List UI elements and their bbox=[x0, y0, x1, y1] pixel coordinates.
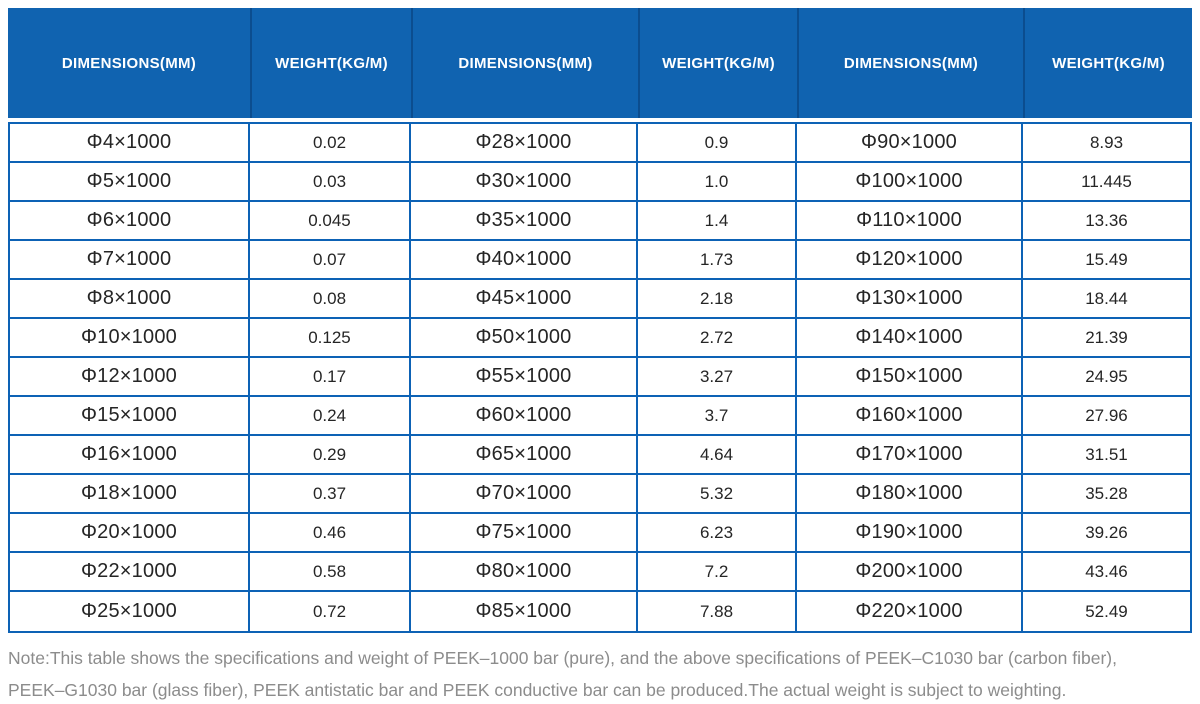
dimension-cell: Φ16×1000 bbox=[10, 436, 250, 475]
weight-cell: 13.36 bbox=[1023, 202, 1190, 241]
weight-cell: 3.7 bbox=[638, 397, 797, 436]
weight-cell: 8.93 bbox=[1023, 124, 1190, 163]
weight-cell: 1.0 bbox=[638, 163, 797, 202]
table-header: DIMENSIONS(MM) WEIGHT(KG/M) DIMENSIONS(M… bbox=[8, 8, 1192, 118]
dimension-cell: Φ50×1000 bbox=[411, 319, 638, 358]
weight-cell: 43.46 bbox=[1023, 553, 1190, 592]
dimension-cell: Φ150×1000 bbox=[797, 358, 1023, 397]
weight-cell: 24.95 bbox=[1023, 358, 1190, 397]
weight-cell: 39.26 bbox=[1023, 514, 1190, 553]
dimension-cell: Φ100×1000 bbox=[797, 163, 1023, 202]
weight-cell: 27.96 bbox=[1023, 397, 1190, 436]
dimension-cell: Φ170×1000 bbox=[797, 436, 1023, 475]
header-dimensions-col1: DIMENSIONS(MM) bbox=[61, 54, 197, 72]
weight-cell: 0.17 bbox=[250, 358, 411, 397]
weight-cell: 7.2 bbox=[638, 553, 797, 592]
dimension-cell: Φ20×1000 bbox=[10, 514, 250, 553]
header-weight-col2: WEIGHT(KG/M) bbox=[638, 8, 797, 118]
weight-cell: 4.64 bbox=[638, 436, 797, 475]
weight-cell: 0.24 bbox=[250, 397, 411, 436]
dimension-cell: Φ200×1000 bbox=[797, 553, 1023, 592]
dimension-cell: Φ22×1000 bbox=[10, 553, 250, 592]
dimension-cell: Φ90×1000 bbox=[797, 124, 1023, 163]
weight-cell: 0.58 bbox=[250, 553, 411, 592]
weight-cell: 0.08 bbox=[250, 280, 411, 319]
weight-cell: 0.37 bbox=[250, 475, 411, 514]
dimension-cell: Φ110×1000 bbox=[797, 202, 1023, 241]
weight-cell: 7.88 bbox=[638, 592, 797, 631]
weight-cell: 15.49 bbox=[1023, 241, 1190, 280]
weight-cell: 6.23 bbox=[638, 514, 797, 553]
dimension-cell: Φ65×1000 bbox=[411, 436, 638, 475]
weight-cell: 0.72 bbox=[250, 592, 411, 631]
weight-cell: 52.49 bbox=[1023, 592, 1190, 631]
weight-cell: 0.02 bbox=[250, 124, 411, 163]
note-line-2: PEEK–G1030 bar (glass fiber), PEEK antis… bbox=[8, 680, 1067, 700]
dimension-cell: Φ40×1000 bbox=[411, 241, 638, 280]
weight-cell: 18.44 bbox=[1023, 280, 1190, 319]
dimension-cell: Φ55×1000 bbox=[411, 358, 638, 397]
table-body: Φ4×1000 0.02 Φ28×1000 0.9 Φ90×1000 8.93 Φ5×100… bbox=[8, 122, 1192, 633]
weight-cell: 2.72 bbox=[638, 319, 797, 358]
weight-cell: 11.445 bbox=[1023, 163, 1190, 202]
dimension-cell: Φ130×1000 bbox=[797, 280, 1023, 319]
dimension-cell: Φ10×1000 bbox=[10, 319, 250, 358]
note-line-1: Note:This table shows the specifications… bbox=[8, 648, 1117, 668]
dimension-cell: Φ35×1000 bbox=[411, 202, 638, 241]
weight-cell: 0.29 bbox=[250, 436, 411, 475]
dimension-cell: Φ140×1000 bbox=[797, 319, 1023, 358]
weight-cell: 21.39 bbox=[1023, 319, 1190, 358]
dimension-cell: Φ75×1000 bbox=[411, 514, 638, 553]
weight-cell: 35.28 bbox=[1023, 475, 1190, 514]
weight-cell: 0.03 bbox=[250, 163, 411, 202]
weight-cell: 0.46 bbox=[250, 514, 411, 553]
weight-cell: 1.4 bbox=[638, 202, 797, 241]
dimension-cell: Φ18×1000 bbox=[10, 475, 250, 514]
dimension-cell: Φ120×1000 bbox=[797, 241, 1023, 280]
dimension-cell: Φ5×1000 bbox=[10, 163, 250, 202]
dimension-cell: Φ6×1000 bbox=[10, 202, 250, 241]
header-weight-col1: WEIGHT(KG/M) bbox=[250, 8, 411, 118]
weight-cell: 5.32 bbox=[638, 475, 797, 514]
header-dimensions-col3: DIMENSIONS(MM) bbox=[797, 8, 1023, 118]
dimension-cell: Φ12×1000 bbox=[10, 358, 250, 397]
weight-cell: 0.125 bbox=[250, 319, 411, 358]
weight-cell: 0.9 bbox=[638, 124, 797, 163]
dimension-cell: Φ80×1000 bbox=[411, 553, 638, 592]
dimension-cell: Φ160×1000 bbox=[797, 397, 1023, 436]
dimension-cell: Φ220×1000 bbox=[797, 592, 1023, 631]
weight-cell: 0.07 bbox=[250, 241, 411, 280]
dimension-cell: Φ28×1000 bbox=[411, 124, 638, 163]
header-dimensions-col2: DIMENSIONS(MM) bbox=[411, 8, 638, 118]
header-weight-col3: WEIGHT(KG/M) bbox=[1023, 8, 1192, 118]
dimension-cell: Φ180×1000 bbox=[797, 475, 1023, 514]
dimension-cell: Φ45×1000 bbox=[411, 280, 638, 319]
weight-cell: 31.51 bbox=[1023, 436, 1190, 475]
weight-cell: 2.18 bbox=[638, 280, 797, 319]
dimension-cell: Φ85×1000 bbox=[411, 592, 638, 631]
dimension-cell: Φ7×1000 bbox=[10, 241, 250, 280]
table-note: Note:This table shows the specifications… bbox=[8, 642, 1192, 704]
weight-cell: 3.27 bbox=[638, 358, 797, 397]
dimension-cell: Φ8×1000 bbox=[10, 280, 250, 319]
dimension-cell: Φ60×1000 bbox=[411, 397, 638, 436]
weight-cell: 0.045 bbox=[250, 202, 411, 241]
dimension-cell: Φ70×1000 bbox=[411, 475, 638, 514]
dimension-cell: Φ15×1000 bbox=[10, 397, 250, 436]
dimension-cell: Φ25×1000 bbox=[10, 592, 250, 631]
dimension-cell: Φ30×1000 bbox=[411, 163, 638, 202]
dimension-cell: Φ190×1000 bbox=[797, 514, 1023, 553]
dimension-cell: Φ4×1000 bbox=[10, 124, 250, 163]
weight-cell: 1.73 bbox=[638, 241, 797, 280]
